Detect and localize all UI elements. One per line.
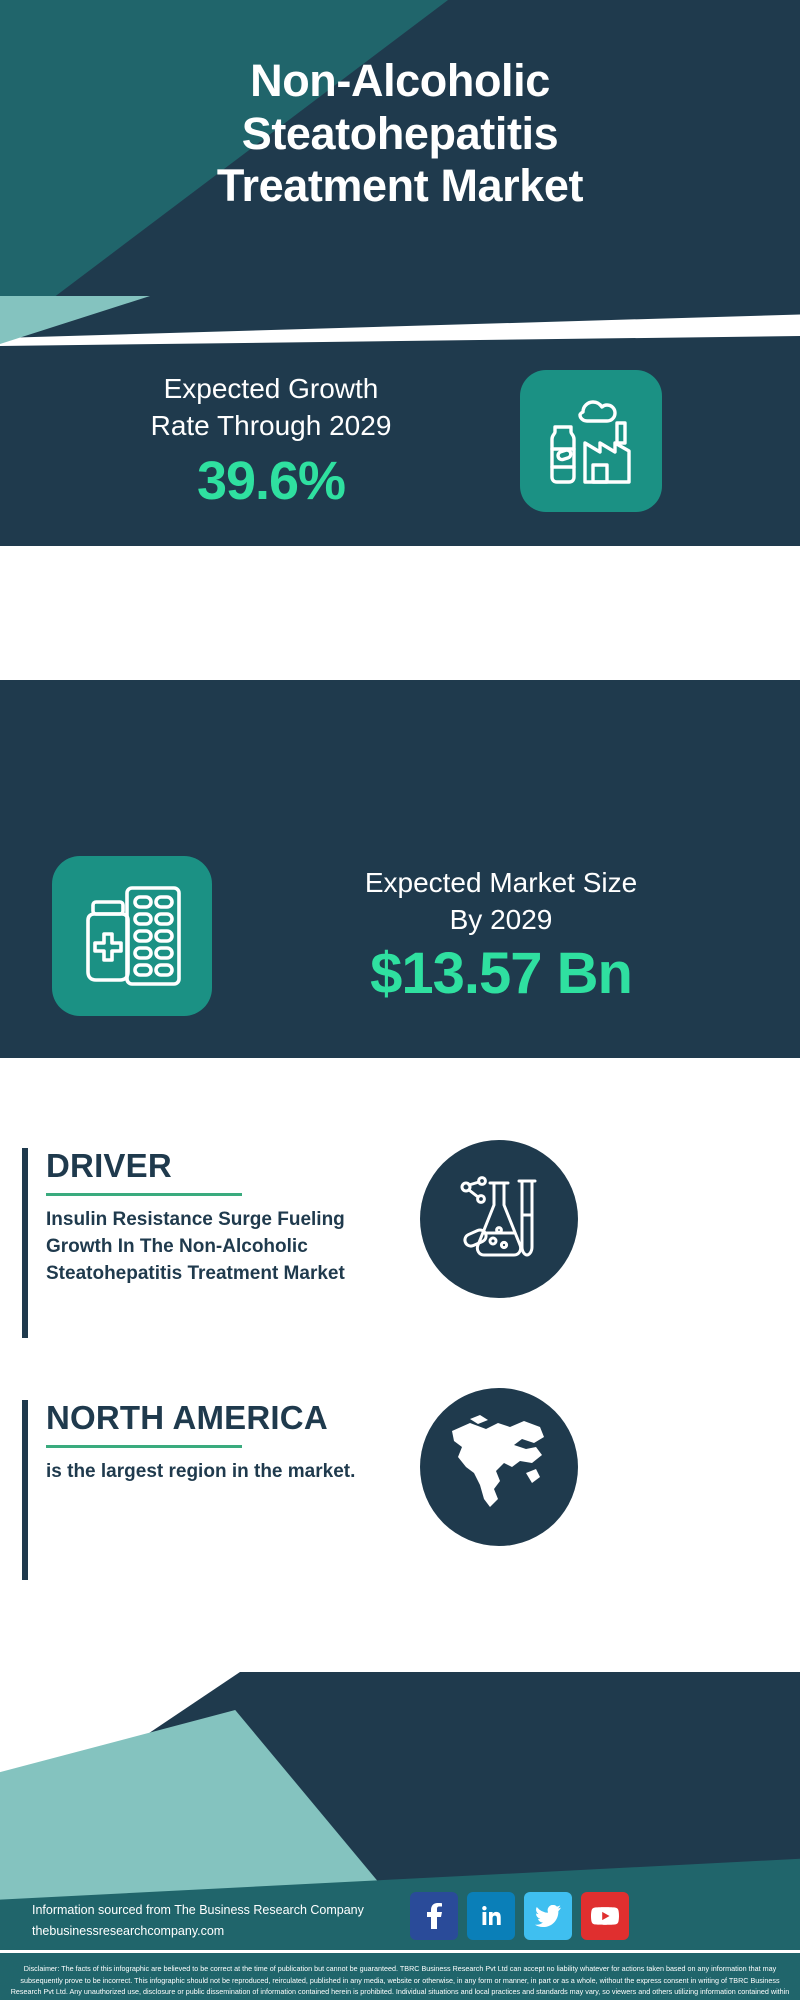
growth-rate-text: Expected Growth Rate Through 2029 39.6% (0, 370, 520, 512)
disclaimer-separator (0, 1950, 800, 1953)
region-body: is the largest region in the market. (46, 1461, 356, 1483)
growth-rate-label: Expected Growth Rate Through 2029 (22, 370, 520, 444)
region-block: NORTH AMERICA is the largest region in t… (22, 1399, 356, 1580)
pill-bottle-factory-icon (520, 370, 662, 512)
footer-source-text: Information sourced from The Business Re… (32, 1900, 392, 1943)
youtube-icon[interactable] (581, 1892, 629, 1940)
market-size-label: Expected Market Size By 2029 (212, 864, 790, 938)
driver-accent-bar (22, 1148, 28, 1338)
driver-rule (46, 1193, 242, 1197)
market-size-value: $13.57 Bn (370, 941, 633, 1007)
lab-flask-test-tube-icon (420, 1140, 578, 1298)
market-size-label-line-2: By 2029 (449, 904, 553, 935)
page-title: Non-Alcoholic Steatohepatitis Treatment … (0, 55, 800, 213)
growth-rate-value: 39.6% (196, 451, 346, 512)
medicine-bottle-pills-icon (52, 855, 212, 1016)
market-icon-wrapper (0, 855, 212, 1016)
page-title-line-2: Steatohepatitis (241, 107, 559, 159)
driver-content: DRIVER Insulin Resistance Surge Fueling … (28, 1147, 376, 1338)
driver-title: DRIVER (46, 1147, 172, 1184)
market-size-label-line-1: Expected Market Size (364, 866, 638, 898)
disclaimer-text: Disclaimer: The facts of this infographi… (10, 1964, 790, 2000)
region-content: NORTH AMERICA is the largest region in t… (28, 1399, 356, 1580)
region-rule (46, 1445, 242, 1449)
driver-body: Insulin Resistance Surge Fueling Growth … (46, 1209, 345, 1285)
north-america-shape (452, 1415, 544, 1507)
footer-sourced-line: Information sourced from The Business Re… (32, 1903, 364, 1917)
footer: Information sourced from The Business Re… (0, 1672, 800, 2000)
footer-website[interactable]: thebusinessresearchcompany.com (32, 1924, 225, 1939)
page-title-line-1: Non-Alcoholic (250, 55, 550, 106)
twitter-icon[interactable] (524, 1892, 572, 1940)
market-size-text: Expected Market Size By 2029 $13.57 Bn (212, 864, 800, 1007)
linkedin-icon[interactable] (467, 1892, 515, 1940)
region-accent-bar (22, 1400, 28, 1580)
header-banner (0, 0, 800, 338)
market-size-content: Expected Market Size By 2029 $13.57 Bn (0, 828, 800, 1043)
social-links (410, 1892, 629, 1940)
growth-rate-label-line-1: Expected Growth (163, 372, 379, 404)
north-america-map-icon (420, 1388, 578, 1546)
driver-block: DRIVER Insulin Resistance Surge Fueling … (22, 1147, 376, 1338)
growth-rate-content: Expected Growth Rate Through 2029 39.6% (0, 336, 800, 546)
growth-rate-label-line-2: Rate Through 2029 (150, 410, 392, 441)
growth-rate-band (0, 336, 800, 546)
facebook-icon[interactable] (410, 1892, 458, 1940)
region-title: NORTH AMERICA (46, 1399, 328, 1436)
page-title-line-3: Treatment Market (216, 160, 584, 212)
